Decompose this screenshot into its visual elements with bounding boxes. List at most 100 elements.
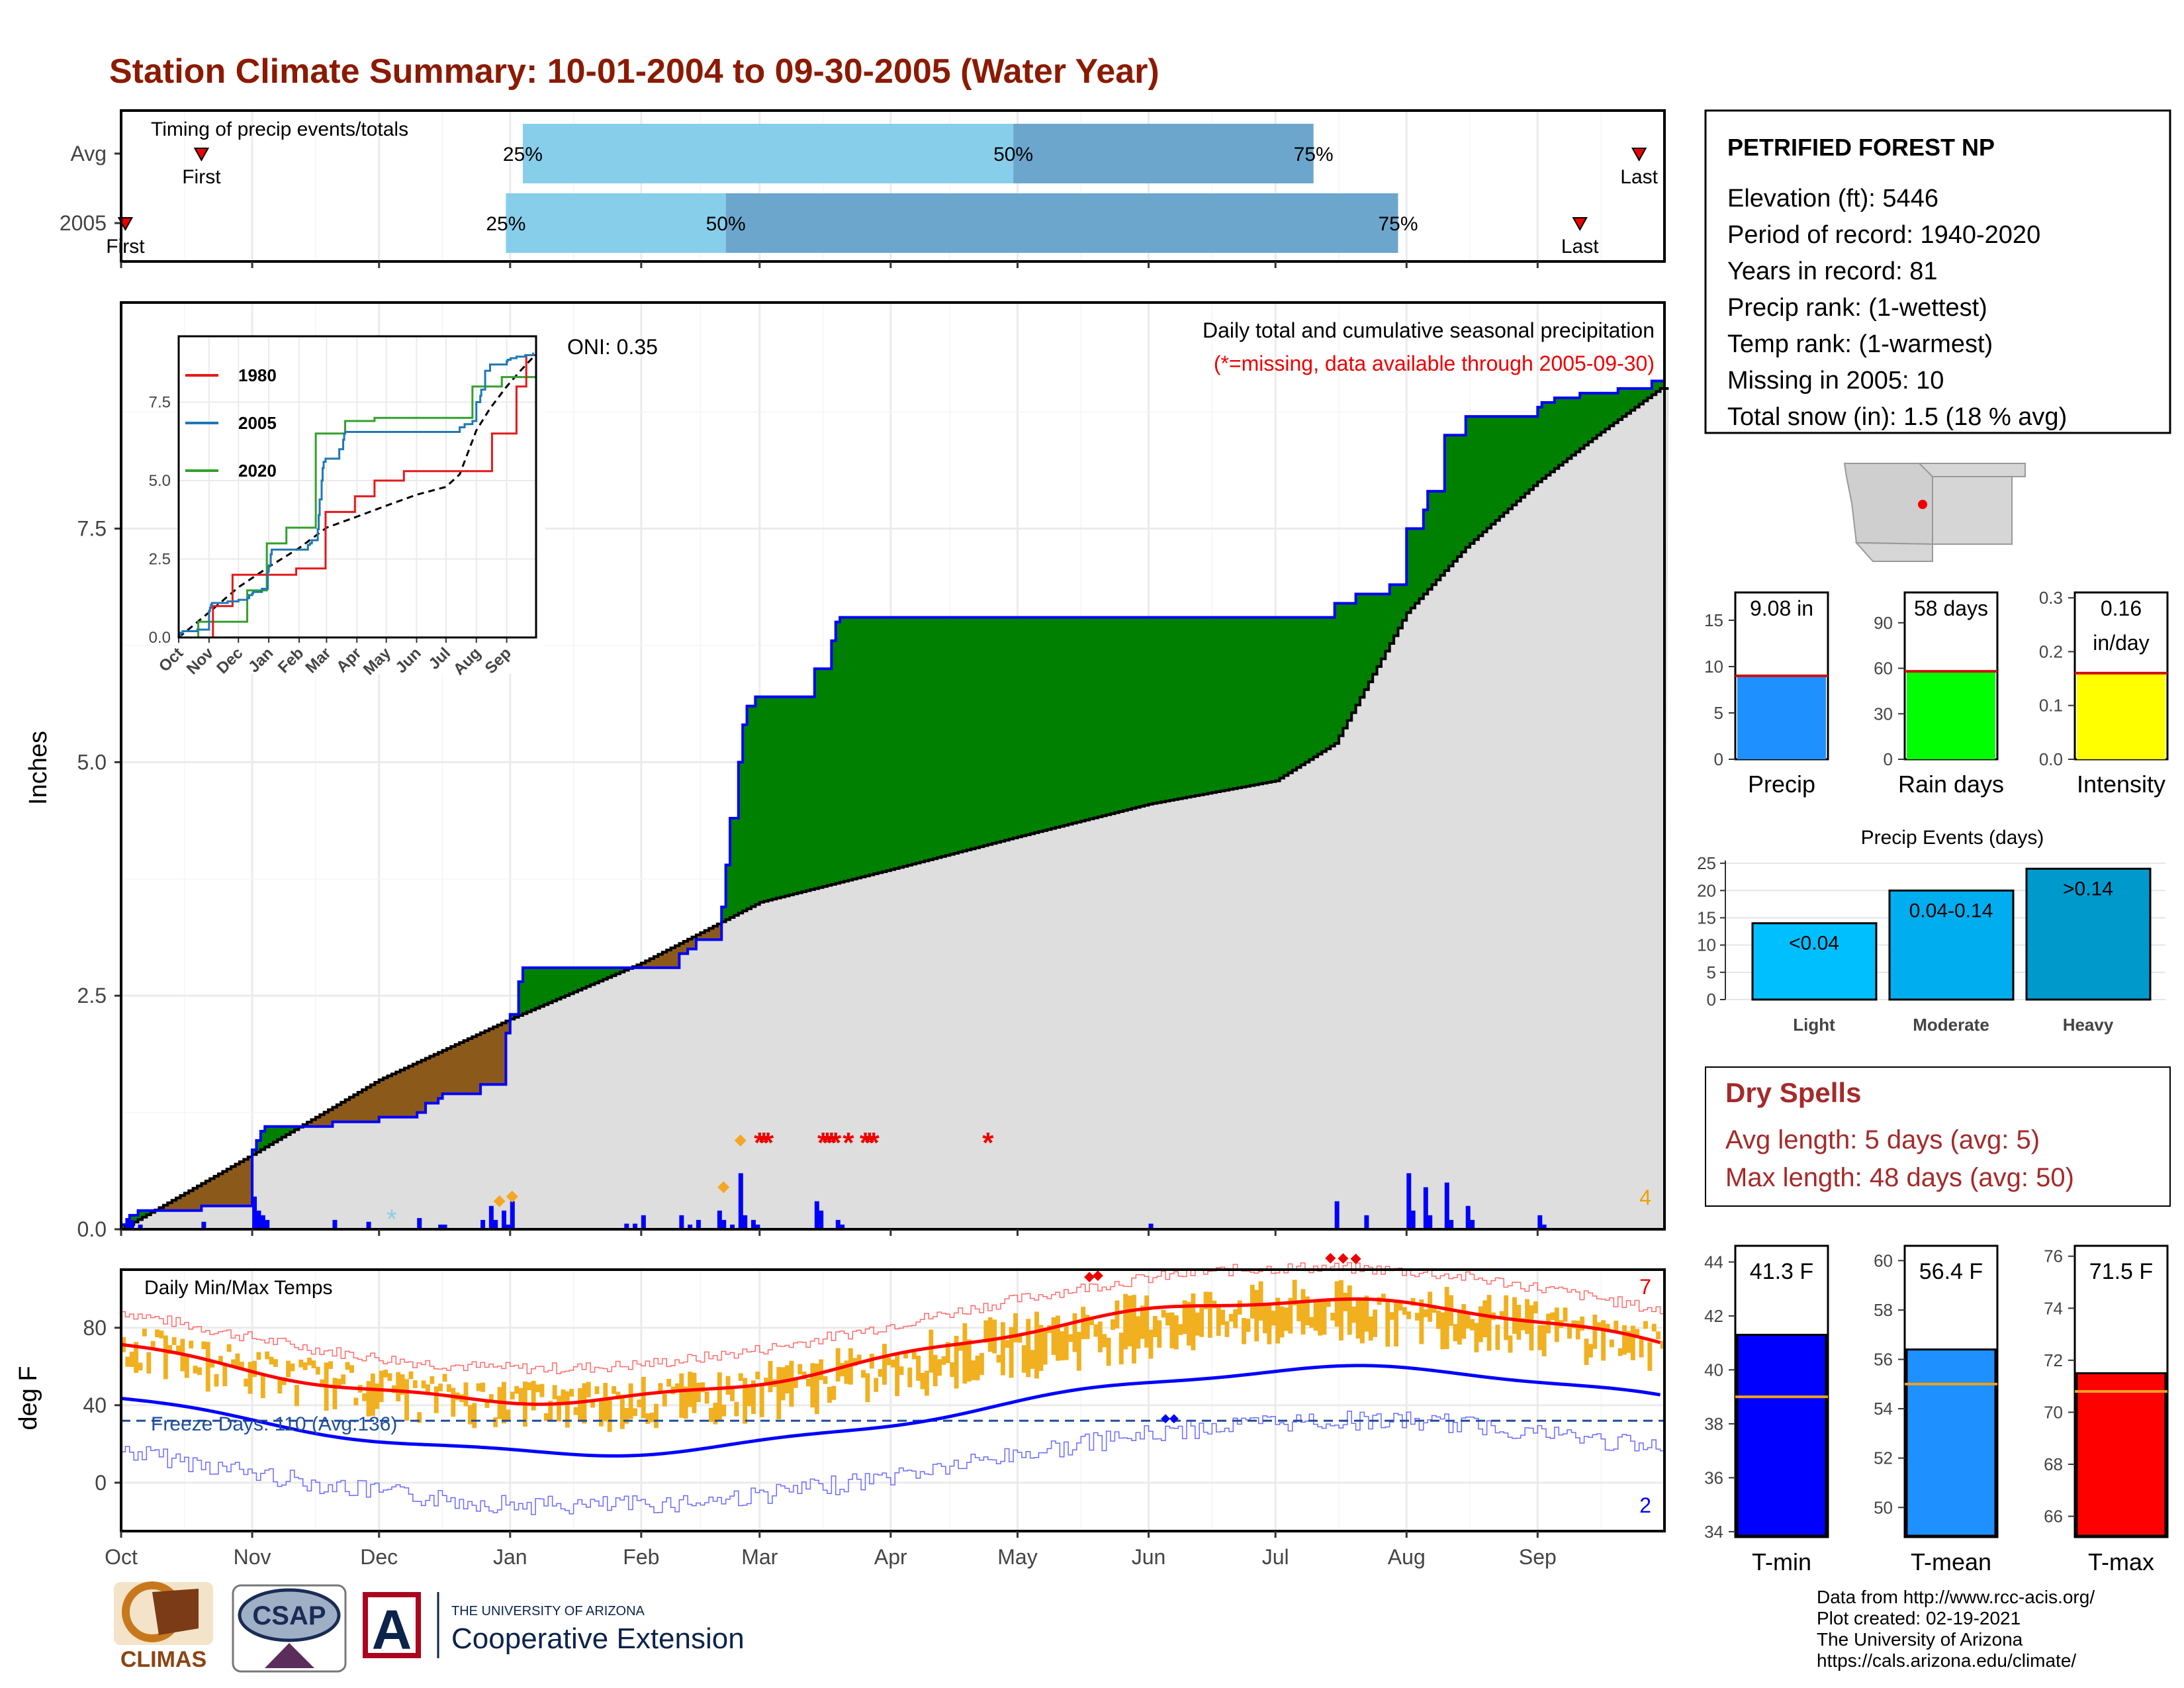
above-avg-fill (738, 762, 743, 914)
above-avg-fill (1419, 528, 1424, 599)
below-avg-fill (180, 1196, 185, 1211)
temp-bar-label: T-mean (1911, 1548, 1991, 1575)
temp-xtick-label: Aug (1388, 1545, 1426, 1569)
daily-temp-bar (1643, 1321, 1648, 1329)
below-avg-fill (336, 1104, 341, 1122)
station-location-dot (1918, 500, 1927, 509)
daily-temp-bar (1242, 1317, 1246, 1344)
daily-precip-bar (506, 1224, 511, 1229)
below-avg-fill (412, 1064, 418, 1117)
daily-temp-bar (844, 1360, 849, 1384)
daily-temp-bar (835, 1348, 841, 1382)
daily-temp-bar (679, 1373, 684, 1418)
daily-temp-bar (903, 1350, 908, 1359)
daily-temp-bar (514, 1385, 520, 1394)
above-avg-fill (827, 669, 832, 886)
above-avg-fill (1457, 435, 1462, 557)
daily-temp-bar (1034, 1311, 1039, 1379)
daily-temp-bar (683, 1386, 688, 1419)
above-avg-fill (725, 865, 731, 920)
station-line: Elevation (ft): 5446 (1727, 185, 1938, 212)
daily-temp-bar (1419, 1299, 1424, 1344)
above-avg-fill (1343, 603, 1348, 728)
inset-ytick: 5.0 (149, 472, 171, 490)
daily-temp-bar (1482, 1300, 1488, 1338)
daily-precip-bar (125, 1218, 130, 1229)
daily-temp-bar (1609, 1339, 1614, 1348)
daily-temp-bar (637, 1399, 642, 1407)
daily-temp-bar (704, 1391, 709, 1404)
daily-temp-bar (210, 1360, 215, 1368)
daily-temp-bar (1373, 1309, 1378, 1337)
daily-temp-bar (1635, 1329, 1640, 1337)
daily-temp-bar (1368, 1316, 1373, 1341)
record-high-marker (1325, 1252, 1336, 1264)
daily-temp-bar (911, 1351, 917, 1360)
record-high-marker (1092, 1270, 1103, 1282)
above-avg-fill (514, 1014, 520, 1017)
daily-temp-bar (1470, 1319, 1475, 1331)
above-avg-fill (1508, 416, 1513, 509)
events-bar-text: >0.14 (2063, 878, 2113, 900)
above-avg-fill (1111, 617, 1116, 814)
below-avg-fill (670, 947, 676, 968)
precip-ytick-label: 7.5 (77, 517, 107, 541)
daily-temp-bar (493, 1417, 498, 1427)
above-avg-fill (996, 617, 1001, 843)
daily-temp-bar (1326, 1299, 1331, 1307)
daily-temp-bar (958, 1342, 963, 1351)
above-avg-fill (1187, 617, 1192, 798)
below-avg-fill (506, 1021, 511, 1033)
last-marker (1631, 148, 1647, 162)
daily-temp-bar (1432, 1305, 1437, 1313)
daily-temp-bar (878, 1369, 883, 1377)
timing-clip (0, 111, 120, 261)
daily-temp-bar (226, 1344, 232, 1352)
daily-temp-bar (713, 1402, 718, 1425)
below-avg-fill (167, 1202, 173, 1211)
above-avg-fill (539, 967, 545, 1007)
below-avg-fill (404, 1068, 410, 1117)
daily-temp-bar (1250, 1284, 1255, 1319)
daily-temp-bar (603, 1383, 608, 1422)
above-avg-fill (1482, 416, 1488, 532)
above-avg-fill (1093, 617, 1099, 818)
dry-spells-box (1705, 1066, 2171, 1207)
daily-temp-bar (1385, 1301, 1390, 1347)
daily-temp-bar (1402, 1307, 1407, 1315)
above-avg-fill (1626, 388, 1631, 414)
daily-temp-bar (586, 1382, 591, 1397)
above-avg-fill (785, 696, 790, 896)
above-avg-fill (1571, 397, 1576, 455)
mini-bar-rain-days (1907, 671, 1995, 759)
daily-temp-bar (1263, 1303, 1267, 1334)
daily-precip-bar (840, 1224, 845, 1229)
daily-temp-bar (924, 1370, 929, 1396)
above-avg-fill (590, 967, 596, 985)
daily-temp-bar (155, 1329, 160, 1338)
above-avg-fill (586, 967, 591, 987)
below-avg-fill (472, 1037, 477, 1094)
daily-temp-bar (920, 1372, 925, 1389)
above-avg-fill (1651, 381, 1657, 395)
above-avg-fill (793, 696, 798, 894)
daily-temp-bar (594, 1386, 600, 1394)
above-avg-fill (1173, 617, 1179, 800)
events-bar-text: 0.04-0.14 (1909, 900, 1993, 921)
inset-2005-line (179, 352, 535, 637)
daily-precip-bar (201, 1221, 206, 1229)
above-avg-fill (256, 1140, 261, 1152)
daily-temp-bar (641, 1377, 646, 1419)
daily-temp-bar (916, 1355, 921, 1381)
daily-temp-bar (383, 1370, 388, 1378)
below-avg-fill (349, 1097, 354, 1122)
daily-temp-bar (1304, 1296, 1310, 1326)
daily-precip-bar (442, 1224, 447, 1229)
temp-bar-label: T-min (1752, 1548, 1811, 1575)
below-avg-fill (658, 954, 663, 968)
daily-temp-bar (531, 1380, 536, 1411)
above-avg-fill (734, 818, 739, 915)
events-tick-label: 25 (1697, 853, 1716, 873)
temp-bar-label: T-max (2088, 1548, 2154, 1575)
above-avg-fill (1165, 617, 1171, 802)
